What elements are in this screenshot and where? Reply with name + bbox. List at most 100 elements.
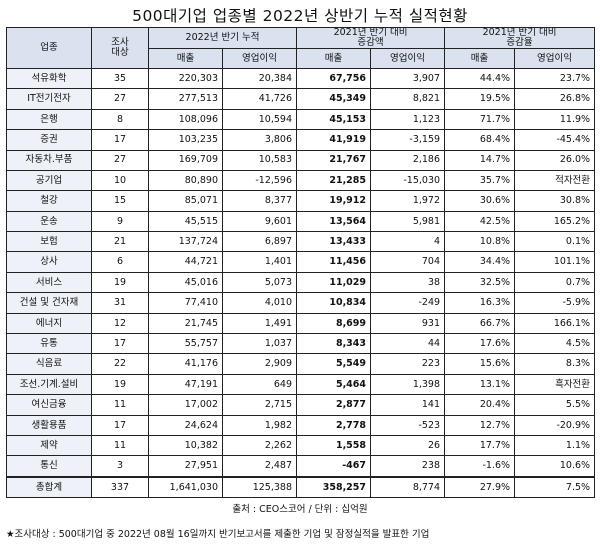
op-profit-cell: 9,601 [223,211,297,231]
industry-cell: 은행 [7,109,92,129]
op-profit-rate-cell: 7.5% [515,477,595,498]
table-row: 공기업 10 80,890 -12,596 21,285 -15,030 35.7% 적자전환 [7,170,595,190]
table-row: 유통 17 55,757 1,037 8,343 44 17.6% 4.5% [7,334,595,354]
sales-change-cell: 5,464 [297,374,371,394]
op-profit-change-cell: 1,398 [371,374,445,394]
survey-count-cell: 11 [92,395,149,415]
table-body: 석유화학 35 220,303 20,384 67,756 3,907 44.4% 23.7%… [7,68,595,497]
sales-rate-cell: 66.7% [445,313,515,333]
table-row: 건설 및 건자재 31 77,410 4,010 10,834 -249 16.3% -5.9… [7,293,595,313]
source-note: 출처 : CEO스코어 / 단위 : 십억원 [0,501,600,515]
survey-count-cell: 12 [92,313,149,333]
op-profit-rate-cell: 165.2% [515,211,595,231]
sales-change-cell: 2,877 [297,395,371,415]
sales-change-cell: 8,699 [297,313,371,333]
op-profit-change-cell: 931 [371,313,445,333]
table-row: 석유화학 35 220,303 20,384 67,756 3,907 44.4% 23.7% [7,68,595,88]
sales-rate-cell: 20.4% [445,395,515,415]
sales-cell: 108,096 [149,109,223,129]
op-profit-change-cell: -523 [371,415,445,435]
sales-rate-cell: 68.4% [445,130,515,150]
table-row: 보험 21 137,724 6,897 13,433 4 10.8% 0.1% [7,232,595,252]
op-profit-change-cell: 238 [371,456,445,477]
op-profit-cell: 10,594 [223,109,297,129]
table-row: 생활용품 17 24,624 1,982 2,778 -523 12.7% -20.9% [7,415,595,435]
op-profit-rate-cell: 8.3% [515,354,595,374]
table-row: 통신 3 27,951 2,487 -467 238 -1.6% 10.6% [7,456,595,477]
survey-count-cell: 21 [92,232,149,252]
survey-count-cell: 27 [92,150,149,170]
sales-change-cell: 358,257 [297,477,371,498]
sales-cell: 80,890 [149,170,223,190]
survey-count-cell: 15 [92,191,149,211]
sales-rate-cell: 30.6% [445,191,515,211]
sales-cell: 85,071 [149,191,223,211]
survey-count-cell: 11 [92,435,149,455]
table-row: 자동차.부품 27 169,709 10,583 21,767 2,186 14.7% 26.… [7,150,595,170]
op-profit-cell: 2,909 [223,354,297,374]
op-profit-cell: 125,388 [223,477,297,498]
sales-cell: 21,745 [149,313,223,333]
header-sales: 매출 [149,48,223,68]
sales-change-cell: 11,029 [297,272,371,292]
sales-cell: 220,303 [149,68,223,88]
op-profit-cell: 6,897 [223,232,297,252]
op-profit-cell: 5,073 [223,272,297,292]
op-profit-cell: 1,401 [223,252,297,272]
survey-count-cell: 17 [92,334,149,354]
industry-cell: 자동차.부품 [7,150,92,170]
survey-count-cell: 19 [92,272,149,292]
sales-cell: 55,757 [149,334,223,354]
sales-rate-cell: 42.5% [445,211,515,231]
op-profit-change-cell: 8,821 [371,89,445,109]
sales-change-cell: 41,919 [297,130,371,150]
op-profit-cell: 2,262 [223,435,297,455]
header-op-profit: 영업이익 [515,48,595,68]
table-row: IT전기전자 27 277,513 41,726 45,349 8,821 19.5% 26.… [7,89,595,109]
survey-count-cell: 35 [92,68,149,88]
table-row: 철강 15 85,071 8,377 19,912 1,972 30.6% 30.8% [7,191,595,211]
industry-cell: 증권 [7,130,92,150]
sales-cell: 24,624 [149,415,223,435]
op-profit-cell: 2,487 [223,456,297,477]
op-profit-change-cell: 5,981 [371,211,445,231]
table-row: 제약 11 10,382 2,262 1,558 26 17.7% 1.1% [7,435,595,455]
op-profit-change-cell: -249 [371,293,445,313]
op-profit-rate-cell: -5.9% [515,293,595,313]
industry-cell: 여신금융 [7,395,92,415]
sales-rate-cell: 17.7% [445,435,515,455]
sales-cell: 77,410 [149,293,223,313]
op-profit-rate-cell: 10.6% [515,456,595,477]
op-profit-rate-cell: 30.8% [515,191,595,211]
op-profit-rate-cell: 흑자전환 [515,374,595,394]
op-profit-cell: 8,377 [223,191,297,211]
table-row: 식음료 22 41,176 2,909 5,549 223 15.6% 8.3% [7,354,595,374]
header-survey-count: 조사 대상 [92,28,149,69]
header-op-profit: 영업이익 [371,48,445,68]
op-profit-rate-cell: 0.7% [515,272,595,292]
header-op-profit: 영업이익 [223,48,297,68]
sales-change-cell: 13,564 [297,211,371,231]
industry-cell: 에너지 [7,313,92,333]
document-title: 500대기업 업종별 2022년 상반기 누적 실적현황 [0,4,600,26]
survey-count-cell: 6 [92,252,149,272]
survey-count-cell: 22 [92,354,149,374]
op-profit-change-cell: 223 [371,354,445,374]
sales-rate-cell: 34.4% [445,252,515,272]
industry-cell: 유통 [7,334,92,354]
op-profit-change-cell: 8,774 [371,477,445,498]
industry-cell: IT전기전자 [7,89,92,109]
op-profit-change-cell: 26 [371,435,445,455]
header-group-2022: 2022년 반기 누적 [149,28,297,49]
sales-cell: 137,724 [149,232,223,252]
op-profit-rate-cell: 적자전환 [515,170,595,190]
survey-note: ★조사대상 : 500대기업 중 2022년 08월 16일까지 반기보고서를 … [6,526,429,540]
table-row: 운송 9 45,515 9,601 13,564 5,981 42.5% 165.2% [7,211,595,231]
sales-change-cell: 2,778 [297,415,371,435]
op-profit-cell: 3,806 [223,130,297,150]
sales-change-cell: 13,433 [297,232,371,252]
sales-rate-cell: 14.7% [445,150,515,170]
op-profit-change-cell: 1,123 [371,109,445,129]
op-profit-change-cell: 2,186 [371,150,445,170]
